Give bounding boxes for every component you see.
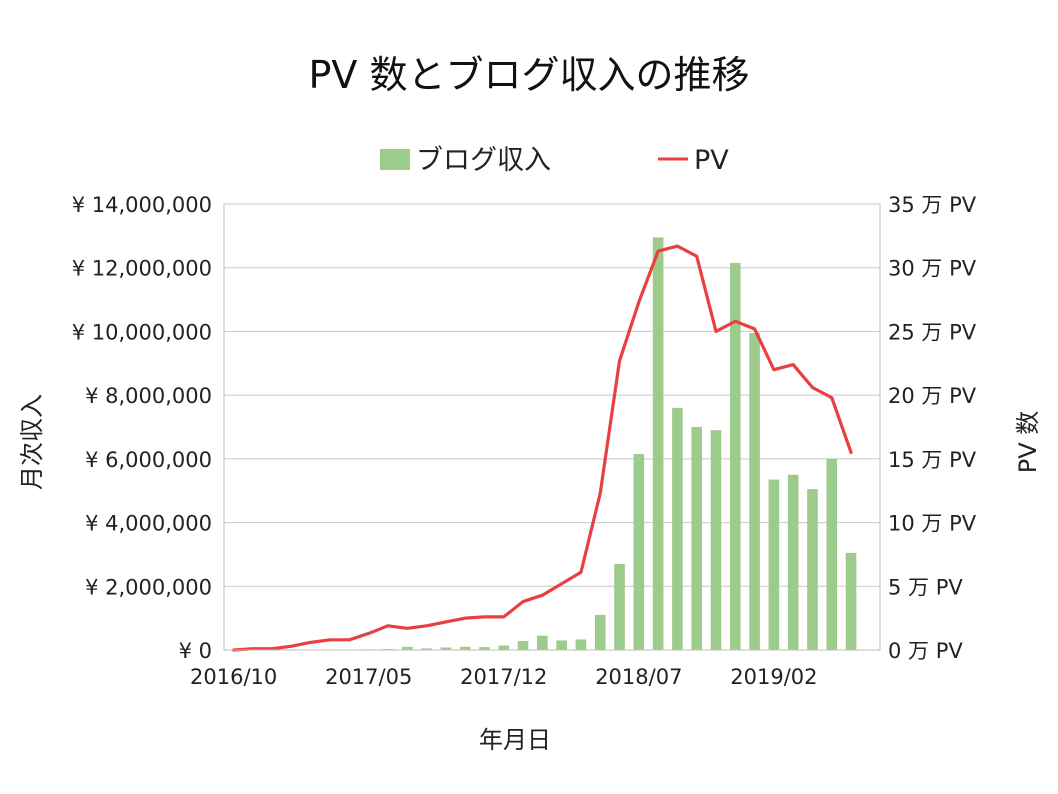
- revenue-bar: [710, 430, 722, 650]
- y-right-tick-label: 35 万 PV: [888, 193, 977, 217]
- y-left-tick-label: ¥ 14,000,000: [72, 193, 212, 217]
- x-tick-label: 2017/05: [325, 665, 412, 689]
- revenue-bar: [479, 647, 490, 650]
- revenue-bar: [575, 639, 587, 650]
- revenue-bar: [768, 479, 780, 650]
- revenue-bar: [787, 474, 799, 650]
- y-right-tick-label: 20 万 PV: [888, 384, 977, 408]
- chart-title: PV 数とブログ収入の推移: [308, 53, 750, 97]
- y-left-tick-label: ¥ 6,000,000: [85, 448, 212, 472]
- x-tick-label: 2017/12: [460, 665, 547, 689]
- x-tick-label: 2016/10: [190, 665, 277, 689]
- y-right-tick-label: 15 万 PV: [888, 448, 977, 472]
- revenue-bar: [440, 647, 452, 650]
- revenue-bar: [691, 427, 703, 650]
- x-tick-label: 2019/02: [730, 665, 817, 689]
- y-left-tick-label: ¥ 8,000,000: [85, 384, 212, 408]
- x-tick-label: 2018/07: [595, 665, 682, 689]
- revenue-bar: [845, 552, 857, 650]
- revenue-bar: [826, 458, 838, 650]
- legend: ブログ収入 PV: [380, 145, 729, 176]
- revenue-bar: [459, 646, 471, 650]
- y-right-tick-label: 5 万 PV: [888, 575, 963, 599]
- revenue-bar: [537, 635, 548, 650]
- revenue-bar: [498, 645, 510, 650]
- revenue-bar: [614, 563, 625, 650]
- y-left-tick-label: ¥ 0: [179, 639, 212, 663]
- y-right-tick-label: 30 万 PV: [888, 257, 977, 281]
- y-axis-left-title: 月次収入: [18, 394, 46, 490]
- y-left-tick-label: ¥ 10,000,000: [72, 320, 212, 344]
- revenue-bar: [672, 407, 683, 650]
- y-left-tick-label: ¥ 4,000,000: [85, 512, 212, 536]
- right-axis-ticks: 0 万 PV 5 万 PV 10 万 PV 15 万 PV 20 万 PV 25 万 PV…: [888, 193, 977, 663]
- x-axis-ticks: 2016/10 2017/05 2017/12 2018/07 2019/02: [190, 665, 817, 689]
- revenue-bar: [517, 641, 529, 650]
- axes: [223, 204, 881, 651]
- revenue-bars: [363, 237, 857, 650]
- revenue-bar: [633, 454, 645, 650]
- x-axis-title: 年月日: [479, 726, 551, 754]
- revenue-bar: [401, 646, 413, 650]
- y-right-tick-label: 0 万 PV: [888, 639, 963, 663]
- y-right-tick-label: 25 万 PV: [888, 320, 977, 344]
- left-axis-ticks: ¥ 0 ¥ 2,000,000 ¥ 4,000,000 ¥ 6,000,000 ¥ 8,…: [72, 193, 212, 663]
- legend-label-revenue: ブログ収入: [416, 145, 551, 176]
- y-left-tick-label: ¥ 2,000,000: [85, 575, 212, 599]
- revenue-bar: [556, 640, 567, 650]
- pv-line: [232, 244, 853, 652]
- grid-lines: [224, 203, 880, 651]
- y-left-tick-label: ¥ 12,000,000: [72, 257, 212, 281]
- legend-label-pv: PV: [694, 145, 729, 176]
- revenue-bar: [594, 614, 606, 650]
- revenue-bar: [749, 333, 760, 650]
- legend-swatch-revenue: [380, 149, 410, 170]
- y-right-tick-label: 10 万 PV: [888, 512, 977, 536]
- revenue-bar: [652, 237, 664, 650]
- pv-line-layer: [232, 244, 853, 652]
- revenue-bar: [729, 262, 741, 650]
- revenue-bar: [421, 648, 432, 650]
- revenue-bar: [807, 489, 818, 650]
- y-axis-right-title: PV 数: [1014, 411, 1042, 474]
